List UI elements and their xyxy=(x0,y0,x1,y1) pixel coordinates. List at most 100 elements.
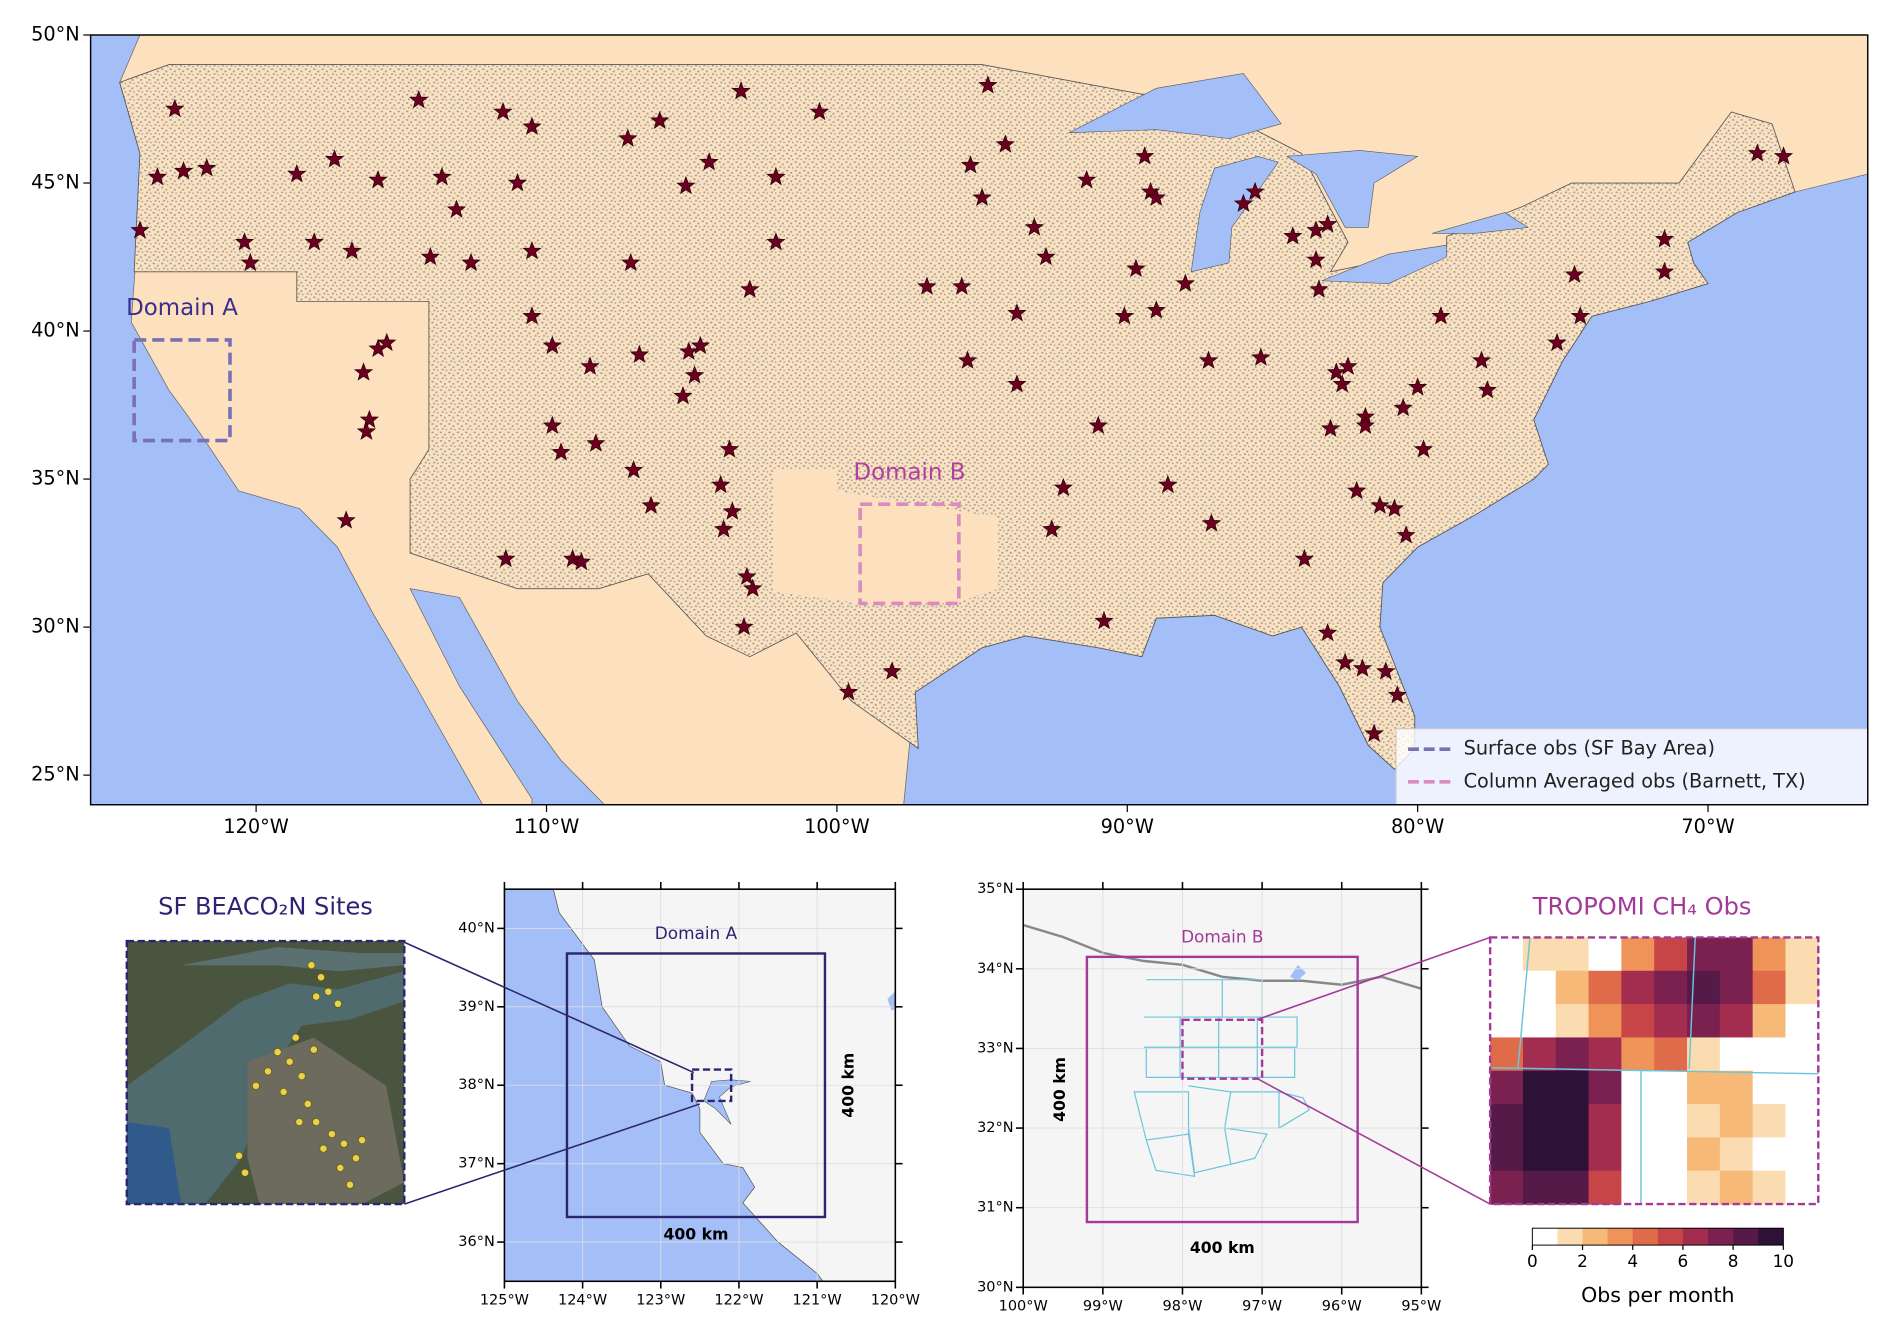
heat-cell xyxy=(1785,970,1819,1005)
site-star xyxy=(342,240,362,260)
lake xyxy=(1286,150,1419,228)
heat-cell xyxy=(1752,1004,1787,1039)
unobserved-area xyxy=(772,468,998,604)
heatmap xyxy=(1490,937,1819,1205)
colorbar-bin xyxy=(1557,1228,1583,1246)
x-tick-label: 96°W xyxy=(1322,1299,1362,1315)
heat-cell xyxy=(1555,1104,1590,1139)
site-star xyxy=(809,101,830,121)
site-star xyxy=(1088,415,1108,434)
site-star xyxy=(287,164,307,183)
heat-cell xyxy=(1785,1004,1819,1039)
site-star xyxy=(240,252,260,272)
heat-cell xyxy=(1490,1004,1524,1039)
site-star xyxy=(1146,187,1166,206)
heat-cell xyxy=(1654,1104,1688,1139)
site-star xyxy=(507,172,527,192)
x-tick-label: 120°W xyxy=(871,1293,920,1309)
site-star xyxy=(621,252,641,272)
lake xyxy=(1432,212,1529,234)
site-star xyxy=(1318,622,1338,642)
zoom-box xyxy=(1181,1018,1264,1080)
site-star xyxy=(740,279,760,298)
heat-cell xyxy=(1621,1037,1655,1072)
domain-box xyxy=(565,952,827,1219)
heat-cell xyxy=(1687,1137,1721,1172)
heat-cell xyxy=(1752,1037,1787,1072)
site-star xyxy=(1126,258,1146,277)
site-star xyxy=(1774,146,1794,165)
x-tick-label: 123°W xyxy=(636,1293,685,1309)
heat-cell xyxy=(1752,970,1787,1005)
colorbar-bin xyxy=(1607,1228,1634,1246)
site-star xyxy=(1024,217,1045,236)
site-star xyxy=(690,335,711,354)
site-star xyxy=(1564,264,1585,283)
site-star xyxy=(522,306,542,325)
heat-cell xyxy=(1719,970,1754,1005)
lake xyxy=(1069,73,1282,139)
heat-cell xyxy=(1654,1170,1688,1205)
heat-cell xyxy=(1588,1070,1622,1105)
heat-cell xyxy=(1654,1037,1688,1072)
y-tick-label: 38°N xyxy=(458,1077,494,1093)
map-frame xyxy=(89,34,1869,806)
heat-cell xyxy=(1588,1037,1622,1072)
site-star xyxy=(522,116,542,135)
legend-box xyxy=(1395,728,1869,806)
site-star xyxy=(1036,246,1056,266)
heat-cell xyxy=(1785,937,1819,972)
site-star xyxy=(650,110,670,129)
site-star xyxy=(1245,181,1265,201)
heat-cell xyxy=(1555,1070,1590,1105)
site-star xyxy=(147,167,167,186)
site-star xyxy=(673,386,693,405)
lake xyxy=(887,991,896,1011)
site-star xyxy=(1135,146,1155,165)
domain-label: Domain A xyxy=(126,295,238,321)
y-tick-label: 50°N xyxy=(31,22,80,45)
height-label: 400 km xyxy=(839,1053,858,1118)
heat-cell xyxy=(1752,1070,1787,1105)
heat-cell xyxy=(1785,1170,1819,1205)
site-star xyxy=(679,341,699,360)
heat-cell xyxy=(1588,1104,1622,1139)
x-tick-label: 100°W xyxy=(804,815,870,838)
domain-label: Domain B xyxy=(1181,927,1263,947)
y-tick-label: 37°N xyxy=(458,1156,494,1172)
panel-title: TROPOMI CH₄ Obs xyxy=(1532,892,1752,920)
site-star xyxy=(1352,658,1373,677)
site-star xyxy=(1376,661,1396,680)
site-star xyxy=(1347,480,1367,500)
heat-cell xyxy=(1654,1070,1688,1105)
heat-cell xyxy=(1719,1137,1754,1172)
heat-cell xyxy=(1654,970,1688,1005)
site-star xyxy=(1654,229,1675,248)
colorbar-tick-label: 10 xyxy=(1773,1251,1794,1271)
site-star xyxy=(377,332,397,352)
site-star xyxy=(359,409,379,429)
site-star xyxy=(1201,513,1222,532)
site-star xyxy=(1283,226,1303,245)
site-star xyxy=(1175,273,1195,292)
site-star xyxy=(676,175,696,195)
heat-cell xyxy=(1522,970,1557,1005)
site-star xyxy=(995,134,1015,153)
site-star xyxy=(1654,261,1675,281)
site-star xyxy=(731,81,751,100)
site-star xyxy=(173,161,194,180)
heat-cell xyxy=(1621,1070,1655,1105)
heat-cell xyxy=(1621,1004,1655,1039)
domain-box xyxy=(858,502,961,606)
site-star xyxy=(1335,652,1355,671)
heat-cell xyxy=(1621,1104,1655,1139)
site-star xyxy=(1158,474,1178,494)
domain-box xyxy=(132,338,232,443)
heat-cell xyxy=(1687,937,1721,972)
heat-cell xyxy=(1490,1070,1524,1105)
heat-cell xyxy=(1654,937,1688,972)
y-tick-label: 30°N xyxy=(31,615,80,638)
site-star xyxy=(551,442,571,461)
heat-cell xyxy=(1654,1137,1688,1172)
heat-cell xyxy=(1555,937,1590,972)
